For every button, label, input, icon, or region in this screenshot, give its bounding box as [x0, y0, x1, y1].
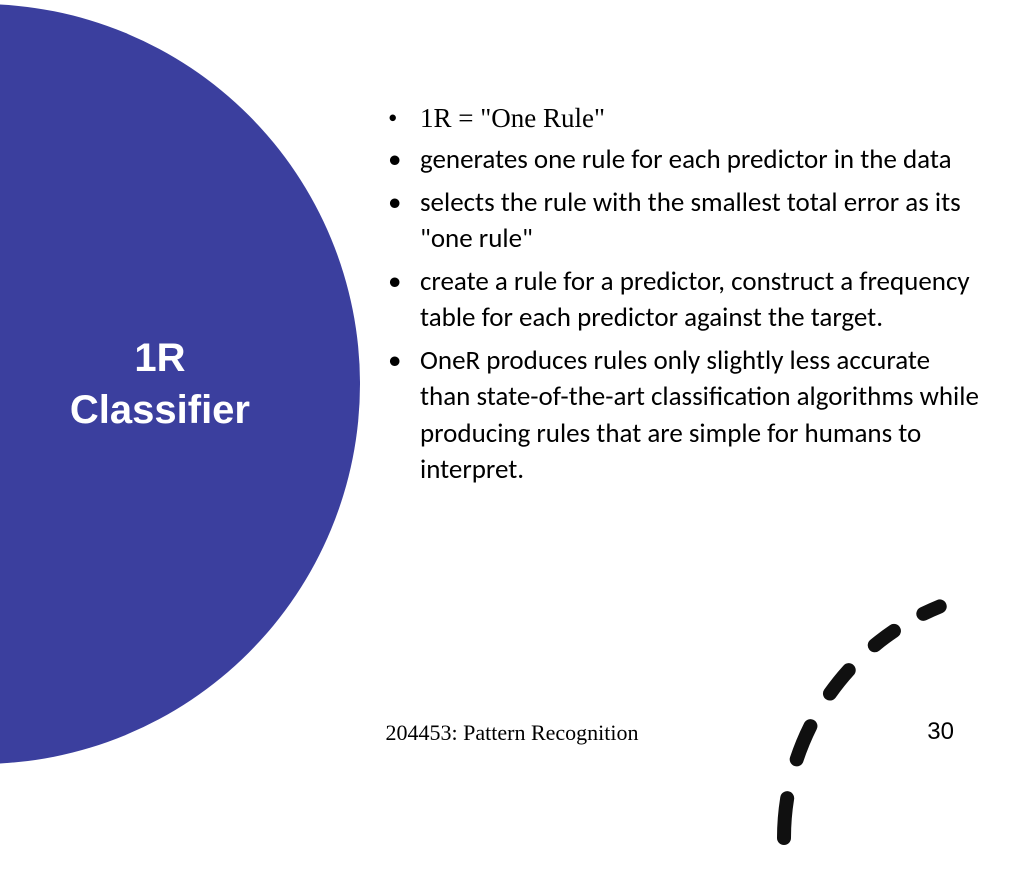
- bullet-text: 1R = "One Rule": [420, 103, 605, 133]
- bullet-list-container: 1R = "One Rule" generates one rule for e…: [380, 100, 980, 494]
- list-item: create a rule for a predictor, construct…: [380, 264, 980, 337]
- list-item: generates one rule for each predictor in…: [380, 142, 980, 178]
- footer-course-label: 204453: Pattern Recognition: [0, 720, 1024, 746]
- bullet-text: OneR produces rules only slightly less a…: [420, 344, 979, 486]
- footer-page-number: 30: [927, 718, 954, 746]
- decorative-dashed-arc: [724, 468, 1024, 888]
- list-item: selects the rule with the smallest total…: [380, 185, 980, 258]
- bullet-list: 1R = "One Rule" generates one rule for e…: [380, 100, 980, 488]
- bullet-text: generates one rule for each predictor in…: [420, 143, 952, 176]
- list-item: 1R = "One Rule": [380, 100, 980, 136]
- bullet-text: create a rule for a predictor, construct…: [420, 265, 970, 334]
- title-line-1: 1R: [134, 336, 185, 380]
- slide-title: 1R Classifier: [70, 332, 250, 436]
- list-item: OneR produces rules only slightly less a…: [380, 343, 980, 489]
- bullet-text: selects the rule with the smallest total…: [420, 186, 961, 255]
- title-line-2: Classifier: [70, 388, 250, 432]
- title-circle: 1R Classifier: [0, 4, 360, 764]
